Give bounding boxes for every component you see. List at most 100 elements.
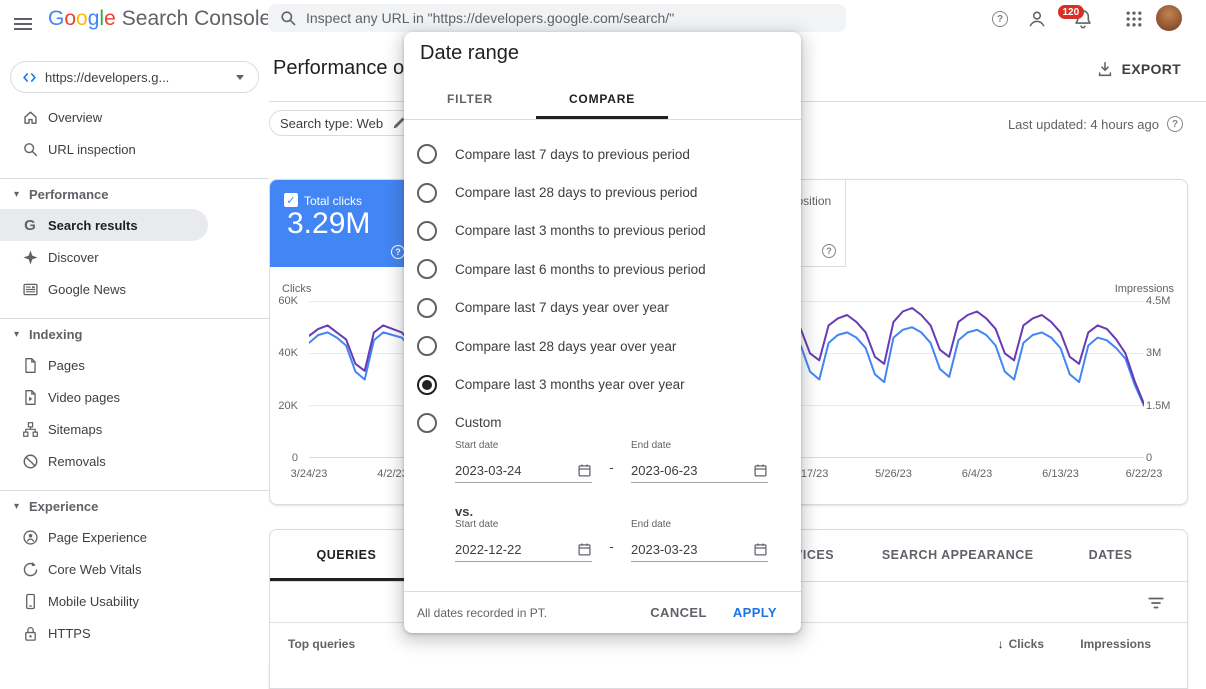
sidebar-item-google-news[interactable]: Google News — [0, 273, 269, 305]
info-icon[interactable]: ? — [391, 245, 405, 259]
filter-rows-button[interactable] — [1147, 594, 1165, 612]
calendar-icon[interactable] — [577, 463, 592, 478]
x-axis-label: 5/26/23 — [875, 468, 912, 480]
radio-button[interactable] — [417, 220, 437, 241]
checkbox-checked-icon[interactable]: ✓ — [284, 193, 298, 207]
compare-option-compare-last-28-days-to-previous-period[interactable]: Compare last 28 days to previous period — [404, 173, 801, 211]
radio-button[interactable] — [417, 144, 437, 165]
help-button[interactable]: ? — [988, 7, 1012, 31]
sidebar-item-overview[interactable]: Overview — [0, 101, 269, 133]
option-label: Compare last 6 months to previous period — [455, 261, 706, 277]
radio-button[interactable] — [417, 336, 437, 357]
compare-option-compare-last-3-months-to-previous-period[interactable]: Compare last 3 months to previous period — [404, 212, 801, 250]
start-date-field[interactable]: Start date 2022-12-22 — [455, 519, 592, 562]
property-selector[interactable]: https://developers.g... — [10, 61, 259, 93]
sidebar-divider — [0, 490, 269, 491]
x-axis-label: 6/22/23 — [1125, 468, 1163, 480]
sidebar-item-sitemaps[interactable]: Sitemaps — [0, 413, 269, 445]
edit-icon — [392, 116, 406, 130]
tab-search-appearance[interactable]: SEARCH APPEARANCE — [881, 548, 1034, 562]
info-icon[interactable]: ? — [822, 244, 836, 258]
compare-option-compare-last-7-days-to-previous-period[interactable]: Compare last 7 days to previous period — [404, 135, 801, 173]
calendar-icon[interactable] — [577, 542, 592, 557]
sidebar-item-label: Core Web Vitals — [48, 561, 142, 577]
sitemap-icon — [21, 420, 39, 438]
start-date-field[interactable]: Start date 2023-03-24 — [455, 440, 592, 483]
end-date-field[interactable]: End date 2023-06-23 — [631, 440, 768, 483]
sidebar-section-performance[interactable]: ▾ Performance — [0, 179, 269, 209]
video-icon — [21, 388, 39, 406]
sidebar-item-https[interactable]: HTTPS — [0, 617, 269, 649]
calendar-icon[interactable] — [753, 463, 768, 478]
help-icon[interactable]: ? — [1167, 116, 1183, 132]
option-label: Compare last 3 months year over year — [455, 377, 685, 393]
top-queries-header: Top queries — [288, 637, 356, 651]
y-axis-tick: 40K — [278, 347, 298, 360]
dialog-tab-filter[interactable]: FILTER — [447, 92, 493, 106]
sidebar-item-pages[interactable]: Pages — [0, 349, 269, 381]
notification-badge: 120 — [1058, 5, 1084, 19]
download-icon — [1096, 60, 1114, 78]
clicks-column-header[interactable]: ↓ Clicks — [998, 623, 1044, 665]
sidebar-item-page-experience[interactable]: Page Experience — [0, 521, 269, 553]
sidebar-item-search-results[interactable]: G Search results — [0, 209, 208, 241]
dialog-tabs: FILTER COMPARE — [404, 80, 801, 120]
sidebar-item-discover[interactable]: Discover — [0, 241, 269, 273]
radio-button[interactable] — [417, 297, 437, 318]
left-axis-label: Clicks — [282, 283, 312, 295]
news-icon — [21, 280, 39, 298]
search-input[interactable] — [306, 10, 834, 26]
sidebar-item-url-inspection[interactable]: URL inspection — [0, 133, 269, 165]
search-type-chip[interactable]: Search type: Web — [269, 110, 418, 136]
apply-button[interactable]: APPLY — [725, 599, 785, 626]
cancel-button[interactable]: CANCEL — [642, 599, 715, 626]
sidebar-item-core-web-vitals[interactable]: Core Web Vitals — [0, 553, 269, 585]
section-label: Indexing — [29, 326, 83, 342]
sidebar: https://developers.g... Overview URL insp… — [0, 48, 269, 664]
sidebar-item-mobile-usability[interactable]: Mobile Usability — [0, 585, 269, 617]
compare-option-compare-last-28-days-year-over-year[interactable]: Compare last 28 days year over year — [404, 327, 801, 365]
tab-queries[interactable]: QUERIES — [270, 530, 423, 581]
dialog-tab-compare[interactable]: COMPARE — [536, 80, 668, 119]
radio-button[interactable] — [417, 259, 437, 280]
property-icon — [22, 70, 37, 85]
compare-option-compare-last-3-months-year-over-year[interactable]: Compare last 3 months year over year — [404, 365, 801, 403]
export-label: EXPORT — [1121, 61, 1181, 77]
sidebar-item-label: HTTPS — [48, 625, 91, 641]
tab-dates[interactable]: DATES — [1088, 548, 1133, 562]
impressions-column-header[interactable]: Impressions — [1080, 637, 1151, 651]
sidebar-item-label: Search results — [48, 217, 138, 233]
avatar[interactable] — [1156, 5, 1182, 31]
notifications-button[interactable]: 120 — [1058, 5, 1096, 31]
y-axis-tick: 4.5M — [1146, 295, 1171, 307]
compare-option-compare-last-7-days-year-over-year[interactable]: Compare last 7 days year over year — [404, 289, 801, 327]
radio-button[interactable] — [417, 374, 437, 395]
collapse-caret-icon: ▾ — [14, 188, 20, 200]
sidebar-item-label: Page Experience — [48, 529, 148, 545]
google-apps-button[interactable] — [1124, 7, 1148, 31]
url-inspection-searchbox[interactable] — [268, 4, 846, 32]
calendar-icon[interactable] — [753, 542, 768, 557]
radio-button[interactable] — [417, 412, 437, 433]
sidebar-section-indexing[interactable]: ▾ Indexing — [0, 319, 269, 349]
property-label: https://developers.g... — [45, 69, 170, 85]
total-clicks-card[interactable]: ✓ Total clicks 3.29M ? — [270, 180, 414, 267]
export-button[interactable]: EXPORT — [1096, 60, 1181, 78]
option-label: Compare last 28 days year over year — [455, 338, 677, 354]
menu-button[interactable] — [12, 11, 38, 37]
discover-icon — [21, 248, 39, 266]
compare-option-compare-last-6-months-to-previous-period[interactable]: Compare last 6 months to previous period — [404, 250, 801, 288]
y-axis-tick: 3M — [1146, 347, 1162, 360]
option-label: Compare last 7 days to previous period — [455, 146, 690, 162]
sidebar-item-removals[interactable]: Removals — [0, 445, 269, 477]
dropdown-caret-icon — [236, 74, 244, 80]
x-axis-label: 3/24/23 — [290, 468, 328, 480]
option-label: Compare last 28 days to previous period — [455, 185, 698, 201]
last-updated-text: Last updated: 4 hours ago — [1007, 116, 1159, 132]
radio-button[interactable] — [417, 182, 437, 203]
sidebar-section-experience[interactable]: ▾ Experience — [0, 491, 269, 521]
compare-option-custom[interactable]: Custom — [404, 404, 801, 442]
end-date-field[interactable]: End date 2023-03-23 — [631, 519, 768, 562]
account-settings-button[interactable] — [1026, 7, 1050, 31]
sidebar-item-video-pages[interactable]: Video pages — [0, 381, 269, 413]
